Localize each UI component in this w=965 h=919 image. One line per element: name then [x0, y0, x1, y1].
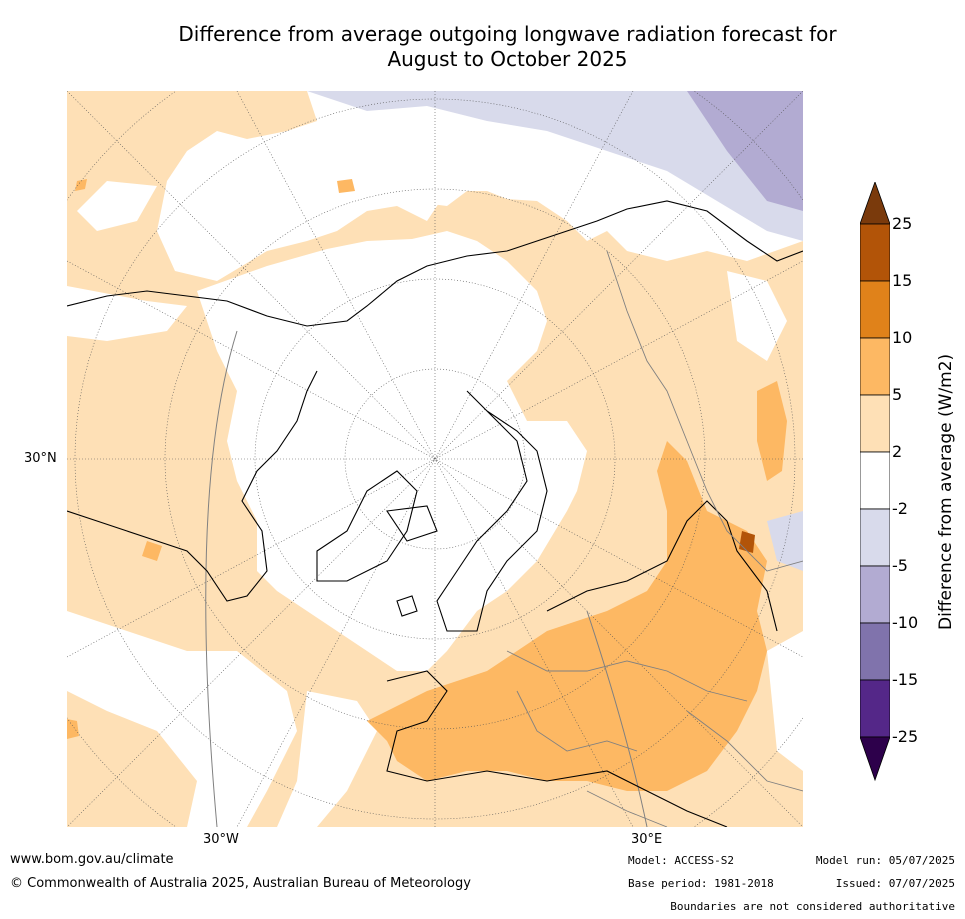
colorbar-2-5 [860, 394, 890, 453]
colorbar-top-extension [860, 182, 890, 225]
graticule [67, 91, 803, 827]
neutral-regions [67, 171, 803, 827]
country-borders [506, 250, 803, 827]
anomaly-5-to-10-regions [67, 179, 787, 791]
model-text: Model: ACCESS-S2 [628, 854, 734, 867]
colorbar-tick: -15 [892, 670, 919, 689]
model-run-text: Model run: 05/07/2025 [815, 854, 955, 867]
title-line-2: August to October 2025 [387, 47, 628, 71]
map-svg [67, 91, 803, 827]
colorbar-10-15 [860, 280, 890, 339]
lon-label-30e: 30°E [631, 832, 663, 847]
coastlines [67, 200, 803, 827]
copyright-text: © Commonwealth of Australia 2025, Austra… [10, 876, 471, 891]
colorbar-m10-m15 [860, 622, 890, 681]
colorbar-m2-m5 [860, 508, 890, 567]
colorbar-tick: 25 [892, 214, 913, 233]
colorbar-bottom-extension [860, 736, 890, 782]
colorbar-tick: 5 [892, 385, 903, 404]
colorbar-label: Difference from average (W/m2) [936, 353, 956, 630]
colorbar-5-10 [860, 337, 890, 396]
colorbar-neutral [860, 451, 890, 510]
projection-edges [205, 330, 648, 827]
colorbar-tick: -5 [892, 556, 908, 575]
colorbar-tick: 2 [892, 442, 903, 461]
colorbar-m5-m10 [860, 565, 890, 624]
disclaimer-text: Boundaries are not considered authoritat… [670, 900, 955, 913]
website-link[interactable]: www.bom.gov.au/climate [10, 852, 174, 867]
colorbar-m15-m25 [860, 679, 890, 738]
issued-text: Issued: 07/07/2025 [835, 877, 955, 890]
colorbar-tick: 15 [892, 271, 913, 290]
colorbar-tick: -2 [892, 499, 908, 518]
chart-title: Difference from average outgoing longwav… [0, 22, 965, 72]
polar-map [67, 91, 803, 827]
title-line-1: Difference from average outgoing longwav… [178, 22, 837, 46]
lon-label-30w: 30°W [203, 832, 239, 847]
negative-anomaly-regions [307, 91, 803, 571]
lat-label-30n: 30°N [24, 451, 57, 466]
colorbar-tick: 10 [892, 328, 913, 347]
colorbar-tick: -10 [892, 613, 919, 632]
colorbar [860, 182, 890, 782]
base-period-text: Base period: 1981-2018 [628, 877, 774, 890]
colorbar-tick: -25 [892, 727, 919, 746]
colorbar-15-25 [860, 223, 890, 282]
